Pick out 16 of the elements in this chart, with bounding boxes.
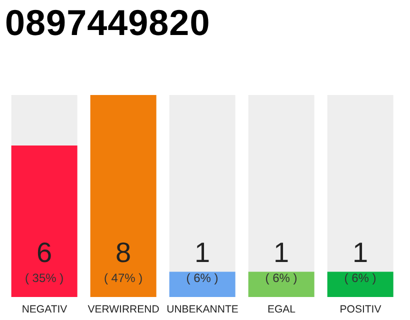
x-tick-label: POSITIV <box>340 303 382 316</box>
data-label: 8 <box>116 237 132 268</box>
x-tick-label: NEGATIV <box>22 303 68 316</box>
x-tick-label: VERWIRREND <box>88 303 160 316</box>
annotation: ( 47% ) <box>104 271 143 285</box>
data-label: 1 <box>352 237 368 268</box>
annotation: ( 6% ) <box>186 271 218 285</box>
data-label: 1 <box>274 237 290 268</box>
annotation: ( 6% ) <box>344 271 376 285</box>
annotation: ( 35% ) <box>24 271 64 285</box>
data-label: 6 <box>36 237 52 268</box>
x-tick-label: UNBEKANNTE <box>166 303 238 316</box>
annotation: ( 6% ) <box>265 271 298 285</box>
chart-title: 0897449820 <box>5 1 210 45</box>
data-label: 1 <box>194 237 210 268</box>
x-tick-label: EGAL <box>267 303 296 316</box>
